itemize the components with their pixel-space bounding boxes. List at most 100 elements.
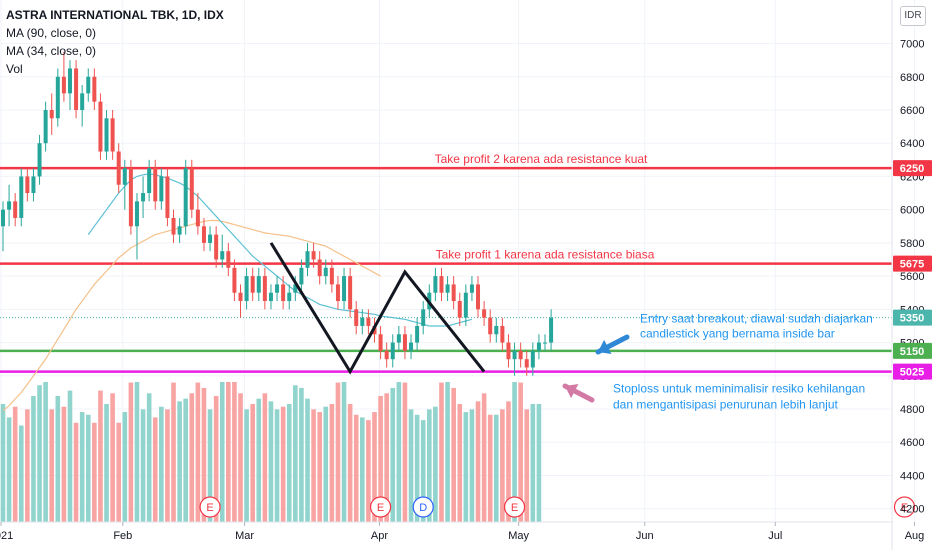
candle-body (134, 201, 139, 227)
earnings-marker[interactable] (893, 496, 916, 518)
stoploss-arrow-head (565, 383, 579, 399)
candle-body (469, 284, 474, 293)
candle-body (311, 251, 316, 260)
volume-bar (299, 387, 304, 522)
dividend-marker[interactable] (412, 496, 434, 518)
volume-bar (232, 382, 237, 522)
volume-bar (280, 406, 286, 522)
candle-body (226, 251, 231, 268)
candle-body (244, 276, 249, 302)
candle-body (409, 342, 414, 351)
ma34-legend[interactable]: MA (34, close, 0) (6, 44, 97, 58)
candle-body (293, 284, 298, 293)
candle-body (402, 334, 407, 351)
volume-bar (140, 409, 146, 522)
price-axis[interactable]: 4200440046004800500052005400560058006000… (891, 0, 932, 550)
candle-body (354, 309, 359, 326)
candle-body (80, 93, 85, 110)
candle-body (378, 334, 383, 351)
volume-bar (37, 385, 42, 522)
price-level-tag (893, 309, 932, 326)
volume-bar (268, 401, 274, 522)
volume-bar (244, 409, 249, 522)
candle-body (281, 284, 286, 302)
volume-bar (226, 382, 231, 522)
dividend-marker-label: D (419, 502, 427, 514)
price-tick-label: 5600 (900, 271, 924, 283)
volume-bar (177, 401, 182, 522)
earnings-marker[interactable] (199, 496, 221, 518)
symbol-title[interactable]: ASTRA INTERNATIONAL TBK, 1D, IDX (6, 8, 224, 22)
price-level-tag-label: 5025 (900, 367, 924, 379)
candle-body (433, 276, 438, 293)
volume-bar (152, 417, 158, 522)
candle-body (195, 209, 200, 227)
candle-body (335, 284, 340, 302)
earnings-marker-label: E (901, 502, 908, 514)
volume-bar (262, 393, 268, 522)
candle-body (451, 284, 456, 302)
candle-body (98, 101, 103, 152)
volume-bar (372, 412, 377, 522)
volume-bar (512, 382, 517, 522)
annotation-tp1: Take profit 1 karena ada resistance bias… (436, 248, 655, 262)
price-level-tag-label: 5150 (900, 346, 924, 358)
candle-body (189, 168, 194, 210)
candle-body (37, 143, 42, 177)
time-tick-label: May (508, 530, 529, 542)
volume-bar (256, 398, 262, 522)
candle-body (13, 201, 18, 218)
volume-bar (213, 395, 219, 522)
volume-bar (134, 382, 140, 522)
volume-bar (451, 387, 456, 522)
volume-bar (73, 422, 79, 522)
price-tick-label: 6600 (900, 105, 924, 117)
candle-body (92, 76, 97, 102)
candle-body (74, 68, 79, 110)
earnings-marker[interactable] (369, 496, 392, 518)
volume-bar (305, 398, 310, 522)
volume-bar (201, 387, 207, 522)
candle-body (31, 176, 36, 194)
event-markers[interactable]: E E ED E (199, 496, 916, 518)
volume-bar (0, 404, 6, 522)
price-tick-label: 6400 (900, 138, 924, 150)
volume-bar (146, 393, 152, 522)
volume-bar (323, 406, 329, 522)
time-tick-label: Apr (371, 530, 388, 542)
volume-bars (0, 382, 542, 522)
candle-body (518, 350, 523, 360)
volume-bar (219, 382, 225, 522)
volume-bar (274, 409, 280, 522)
ma90-legend[interactable]: MA (90, close, 0) (6, 26, 97, 40)
earnings-marker[interactable] (503, 496, 526, 518)
volume-legend[interactable]: Vol (6, 62, 23, 76)
candle-body (323, 267, 328, 277)
volume-bar (6, 417, 12, 522)
candle-body (1, 209, 5, 227)
pattern-line (269, 242, 486, 375)
time-axis[interactable]: 2021 Feb Mar Apr May Jun Jul Aug (0, 521, 924, 542)
volume-bar (506, 401, 511, 522)
price-tick-label: 6000 (900, 205, 924, 217)
annotations: Take profit 2 karena ada resistance kuat… (435, 152, 873, 412)
volume-bar (475, 401, 481, 522)
price-tick-label: 4800 (900, 404, 924, 416)
volume-bar (384, 393, 389, 522)
candle-body (317, 259, 322, 277)
candle-body (506, 342, 511, 360)
volume-bar (171, 382, 176, 522)
volume-bar (195, 382, 201, 522)
price-level-tag (893, 363, 932, 380)
volume-bar (238, 393, 243, 522)
price-level-tag (893, 342, 932, 359)
candle-body (543, 342, 548, 344)
candle-body (390, 342, 395, 360)
currency-button[interactable]: IDR (900, 6, 926, 26)
price-tick-label: 4600 (900, 437, 924, 449)
candle-body (220, 251, 225, 260)
candle-body (342, 276, 347, 302)
price-tick-label: 6800 (900, 72, 924, 84)
candle-body (500, 325, 505, 343)
